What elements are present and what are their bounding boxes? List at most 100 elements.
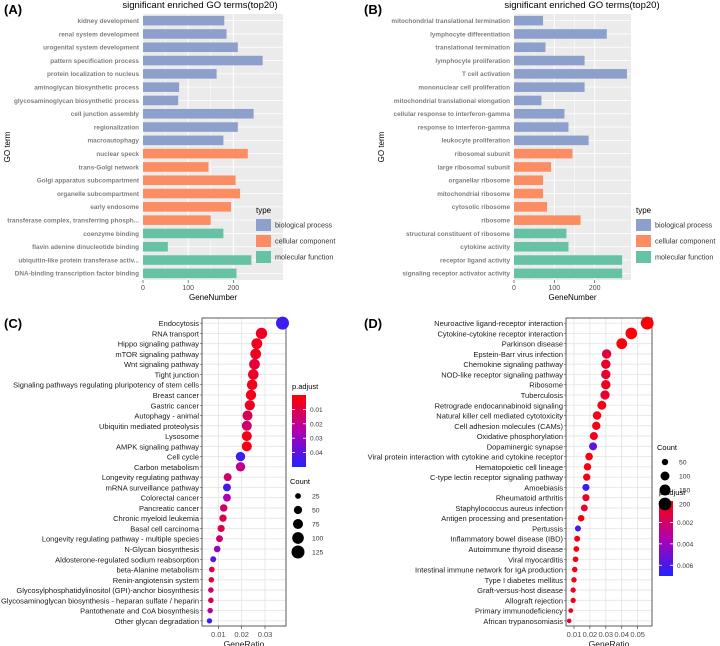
data-point bbox=[250, 348, 262, 360]
chart-title: significant enriched GO terms(top20) bbox=[122, 0, 277, 11]
category-label: Basal cell carcinoma bbox=[130, 524, 200, 533]
category-label: ubiquitin-like protein transferase activ… bbox=[18, 257, 139, 264]
bar bbox=[143, 135, 224, 146]
category-label: cytokine activity bbox=[460, 244, 510, 251]
data-point bbox=[276, 316, 289, 330]
bar bbox=[143, 55, 263, 66]
category-label: cell junction assembly bbox=[71, 111, 140, 118]
category-label: lymphocyte differentiation bbox=[430, 31, 510, 38]
color-legend-title: p.adjust bbox=[659, 488, 686, 497]
bar bbox=[143, 95, 179, 106]
data-point bbox=[249, 358, 260, 370]
bar bbox=[143, 29, 227, 39]
bar bbox=[514, 42, 546, 53]
size-legend-label: 25 bbox=[312, 494, 320, 501]
category-label: Pantothenate and CoA biosynthesis bbox=[80, 607, 199, 616]
data-point bbox=[216, 535, 223, 543]
bar bbox=[143, 42, 238, 53]
plot-border bbox=[201, 317, 287, 627]
category-label: Antigen processing and presentation bbox=[441, 514, 563, 523]
category-label: Signaling pathways regulating pluripoten… bbox=[13, 381, 199, 390]
size-legend-label: 150 bbox=[679, 488, 691, 495]
category-label: glycosaminoglycan biosynthetic process bbox=[14, 98, 139, 105]
bar bbox=[514, 55, 585, 66]
size-legend-label: 125 bbox=[312, 550, 324, 557]
category-label: T cell activation bbox=[462, 71, 510, 78]
category-label: Lysosome bbox=[165, 432, 199, 441]
category-label: coenzyme binding bbox=[83, 231, 139, 238]
data-point bbox=[208, 597, 214, 604]
bar bbox=[514, 15, 544, 26]
data-point bbox=[616, 338, 628, 350]
category-label: cellular response to interferon-gamma bbox=[394, 111, 511, 118]
category-label: mTOR signaling pathway bbox=[115, 350, 199, 359]
bar bbox=[514, 148, 573, 159]
bar bbox=[514, 162, 552, 172]
category-label: Cytokine-cytokine receptor interaction bbox=[438, 329, 563, 338]
category-label: Aldosterone-regulated sodium reabsorptio… bbox=[55, 555, 199, 564]
category-label: lymphocyte proliferation bbox=[435, 58, 510, 65]
data-point bbox=[208, 577, 215, 583]
colorbar-tick-label: 0.004 bbox=[677, 541, 694, 548]
size-legend-label: 75 bbox=[312, 522, 320, 529]
size-legend-dot bbox=[295, 493, 301, 499]
data-point bbox=[208, 587, 214, 593]
category-label: AMPK signaling pathway bbox=[116, 442, 199, 451]
chart-title: significant enriched GO terms(top20) bbox=[504, 0, 659, 11]
data-point bbox=[570, 597, 576, 603]
x-tick-label: 0.05 bbox=[630, 630, 645, 639]
x-tick-label: 0.03 bbox=[258, 630, 273, 639]
x-tick-label: 0.02 bbox=[234, 630, 249, 639]
category-label: transferase complex, transferring phosph… bbox=[7, 217, 139, 224]
legend-label: biological process bbox=[275, 221, 333, 230]
x-tick-label: 100 bbox=[549, 285, 561, 292]
size-legend-label: 50 bbox=[312, 508, 320, 515]
category-label: Viral protein interaction with cytokine … bbox=[368, 453, 564, 462]
size-legend-dot bbox=[660, 471, 670, 481]
category-label: Dopaminergic synapse bbox=[487, 442, 563, 451]
bar bbox=[514, 202, 548, 212]
data-point bbox=[625, 327, 638, 340]
category-label: pattern specification process bbox=[50, 58, 139, 65]
category-label: Amoebiasis bbox=[524, 483, 563, 492]
data-point bbox=[223, 473, 232, 482]
category-label: Ubiquitin mediated proteolysis bbox=[99, 422, 199, 431]
bar bbox=[143, 215, 211, 225]
category-label: receptor ligand activity bbox=[440, 257, 510, 264]
colorbar bbox=[659, 501, 673, 576]
x-tick-label: 0 bbox=[141, 285, 145, 292]
data-point bbox=[241, 420, 252, 431]
x-axis-label: GeneRatio bbox=[589, 639, 630, 646]
category-label: Staphylococcus aureus infection bbox=[455, 504, 563, 513]
category-label: Oxidative phosphorylation bbox=[477, 432, 563, 441]
x-tick-label: 0.01 bbox=[567, 630, 582, 639]
category-label: signaling receptor activator activity bbox=[402, 271, 510, 278]
data-point bbox=[573, 546, 580, 552]
category-label: Inflammatory bowel disease (IBD) bbox=[450, 535, 563, 544]
category-label: Cell cycle bbox=[167, 453, 199, 462]
category-label: Endocytosis bbox=[159, 319, 200, 328]
bar bbox=[143, 241, 168, 252]
category-label: Pancreatic cancer bbox=[139, 504, 200, 513]
category-label: translational termination bbox=[435, 45, 510, 52]
x-tick-label: 0.01 bbox=[211, 630, 226, 639]
data-point bbox=[574, 535, 581, 542]
category-label: Colorectal cancer bbox=[141, 494, 200, 503]
bar bbox=[514, 188, 544, 199]
category-label: large ribosomal subunit bbox=[438, 164, 511, 171]
category-label: Primary immunodeficiency bbox=[475, 607, 563, 616]
data-point bbox=[600, 390, 610, 400]
category-label: Tight junction bbox=[155, 370, 199, 379]
plot-panel bbox=[514, 14, 631, 280]
category-label: DNA-binding transcription factor binding bbox=[15, 271, 139, 278]
category-label: Hippo signaling pathway bbox=[118, 340, 200, 349]
x-axis-label: GeneNumber bbox=[189, 293, 237, 302]
bar bbox=[514, 95, 542, 106]
category-label: Allograft rejection bbox=[505, 596, 563, 605]
data-point bbox=[601, 369, 611, 380]
legend-swatch bbox=[636, 235, 651, 247]
panel-label: (C) bbox=[4, 316, 22, 331]
bar bbox=[143, 82, 180, 92]
bar bbox=[514, 175, 544, 186]
bar bbox=[514, 69, 627, 79]
